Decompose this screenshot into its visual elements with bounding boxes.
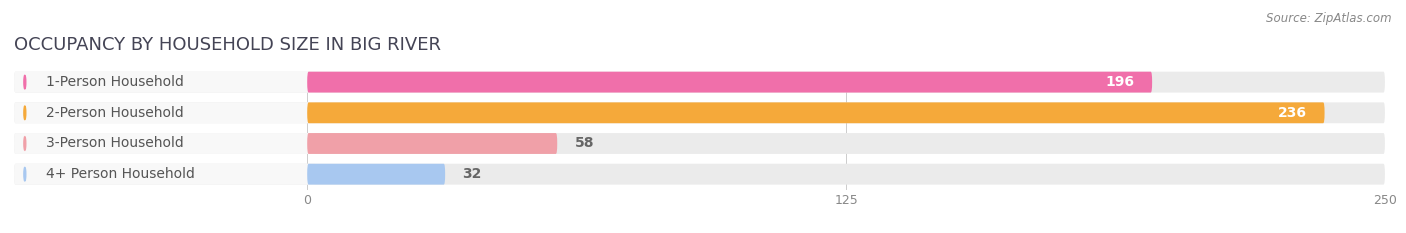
Text: 2-Person Household: 2-Person Household: [46, 106, 184, 120]
Circle shape: [24, 137, 25, 150]
Circle shape: [24, 168, 25, 181]
FancyBboxPatch shape: [14, 164, 1385, 185]
FancyBboxPatch shape: [307, 102, 1324, 123]
FancyBboxPatch shape: [14, 102, 1385, 123]
Text: 4+ Person Household: 4+ Person Household: [46, 167, 195, 181]
FancyBboxPatch shape: [14, 133, 1385, 154]
Text: 196: 196: [1107, 75, 1135, 89]
Circle shape: [24, 106, 25, 120]
FancyBboxPatch shape: [14, 72, 316, 93]
Text: OCCUPANCY BY HOUSEHOLD SIZE IN BIG RIVER: OCCUPANCY BY HOUSEHOLD SIZE IN BIG RIVER: [14, 37, 441, 55]
Text: Source: ZipAtlas.com: Source: ZipAtlas.com: [1267, 12, 1392, 25]
FancyBboxPatch shape: [14, 133, 316, 154]
FancyBboxPatch shape: [307, 133, 557, 154]
Text: 3-Person Household: 3-Person Household: [46, 137, 184, 151]
Text: 236: 236: [1278, 106, 1308, 120]
FancyBboxPatch shape: [14, 164, 316, 185]
FancyBboxPatch shape: [14, 72, 1385, 93]
Text: 58: 58: [575, 137, 593, 151]
Circle shape: [24, 75, 25, 89]
FancyBboxPatch shape: [307, 164, 446, 185]
FancyBboxPatch shape: [307, 72, 1152, 93]
Text: 32: 32: [463, 167, 482, 181]
Text: 1-Person Household: 1-Person Household: [46, 75, 184, 89]
FancyBboxPatch shape: [14, 102, 316, 123]
